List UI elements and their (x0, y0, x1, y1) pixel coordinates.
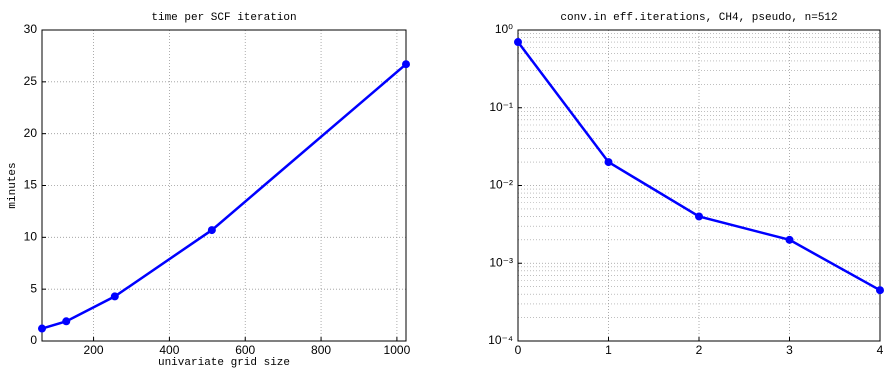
x-tick-label: 3 (786, 343, 793, 357)
plot-frame (517, 29, 881, 342)
y-tick-label: 10⁻⁴ (488, 333, 513, 347)
data-point (604, 158, 613, 167)
chart-title: time per SCF iteration (151, 12, 296, 24)
y-tick-label: 20 (24, 126, 38, 140)
x-tick-label: 400 (159, 343, 179, 357)
data-point (876, 286, 884, 295)
plot-frame (41, 29, 407, 342)
x-tick-label: 1000 (384, 343, 411, 357)
data-point (695, 212, 703, 221)
x-tick-label: 0 (515, 343, 522, 357)
y-tick-label: 25 (24, 74, 38, 88)
data-point (207, 226, 216, 235)
y-tick-label: 5 (30, 281, 37, 295)
y-tick-label: 10⁻¹ (489, 100, 513, 114)
x-tick-label: 1 (605, 343, 612, 357)
x-tick-label: 800 (311, 343, 331, 357)
x-tick-label: 4 (877, 343, 884, 357)
y-tick-label: 10⁻³ (489, 255, 513, 269)
y-tick-label: 0 (30, 333, 37, 347)
y-tick-label: 10⁻² (489, 178, 513, 192)
y-tick-label: 10 (24, 230, 38, 244)
y-tick-label: 15 (24, 178, 38, 192)
data-point (62, 317, 71, 326)
data-point (785, 235, 794, 244)
x-axis-label: univariate grid size (158, 357, 290, 369)
data-point (514, 38, 522, 47)
y-tick-label: 10⁰ (495, 22, 513, 36)
data-point (402, 60, 410, 69)
data-point (110, 292, 119, 301)
x-tick-label: 600 (235, 343, 255, 357)
x-tick-label: 200 (84, 343, 104, 357)
data-point (38, 324, 46, 333)
x-tick-label: 2 (696, 343, 703, 357)
y-axis-label: minutes (7, 162, 19, 208)
y-tick-label: 30 (24, 22, 38, 36)
chart-title: conv.in eff.iterations, CH4, pseudo, n=5… (560, 12, 837, 24)
